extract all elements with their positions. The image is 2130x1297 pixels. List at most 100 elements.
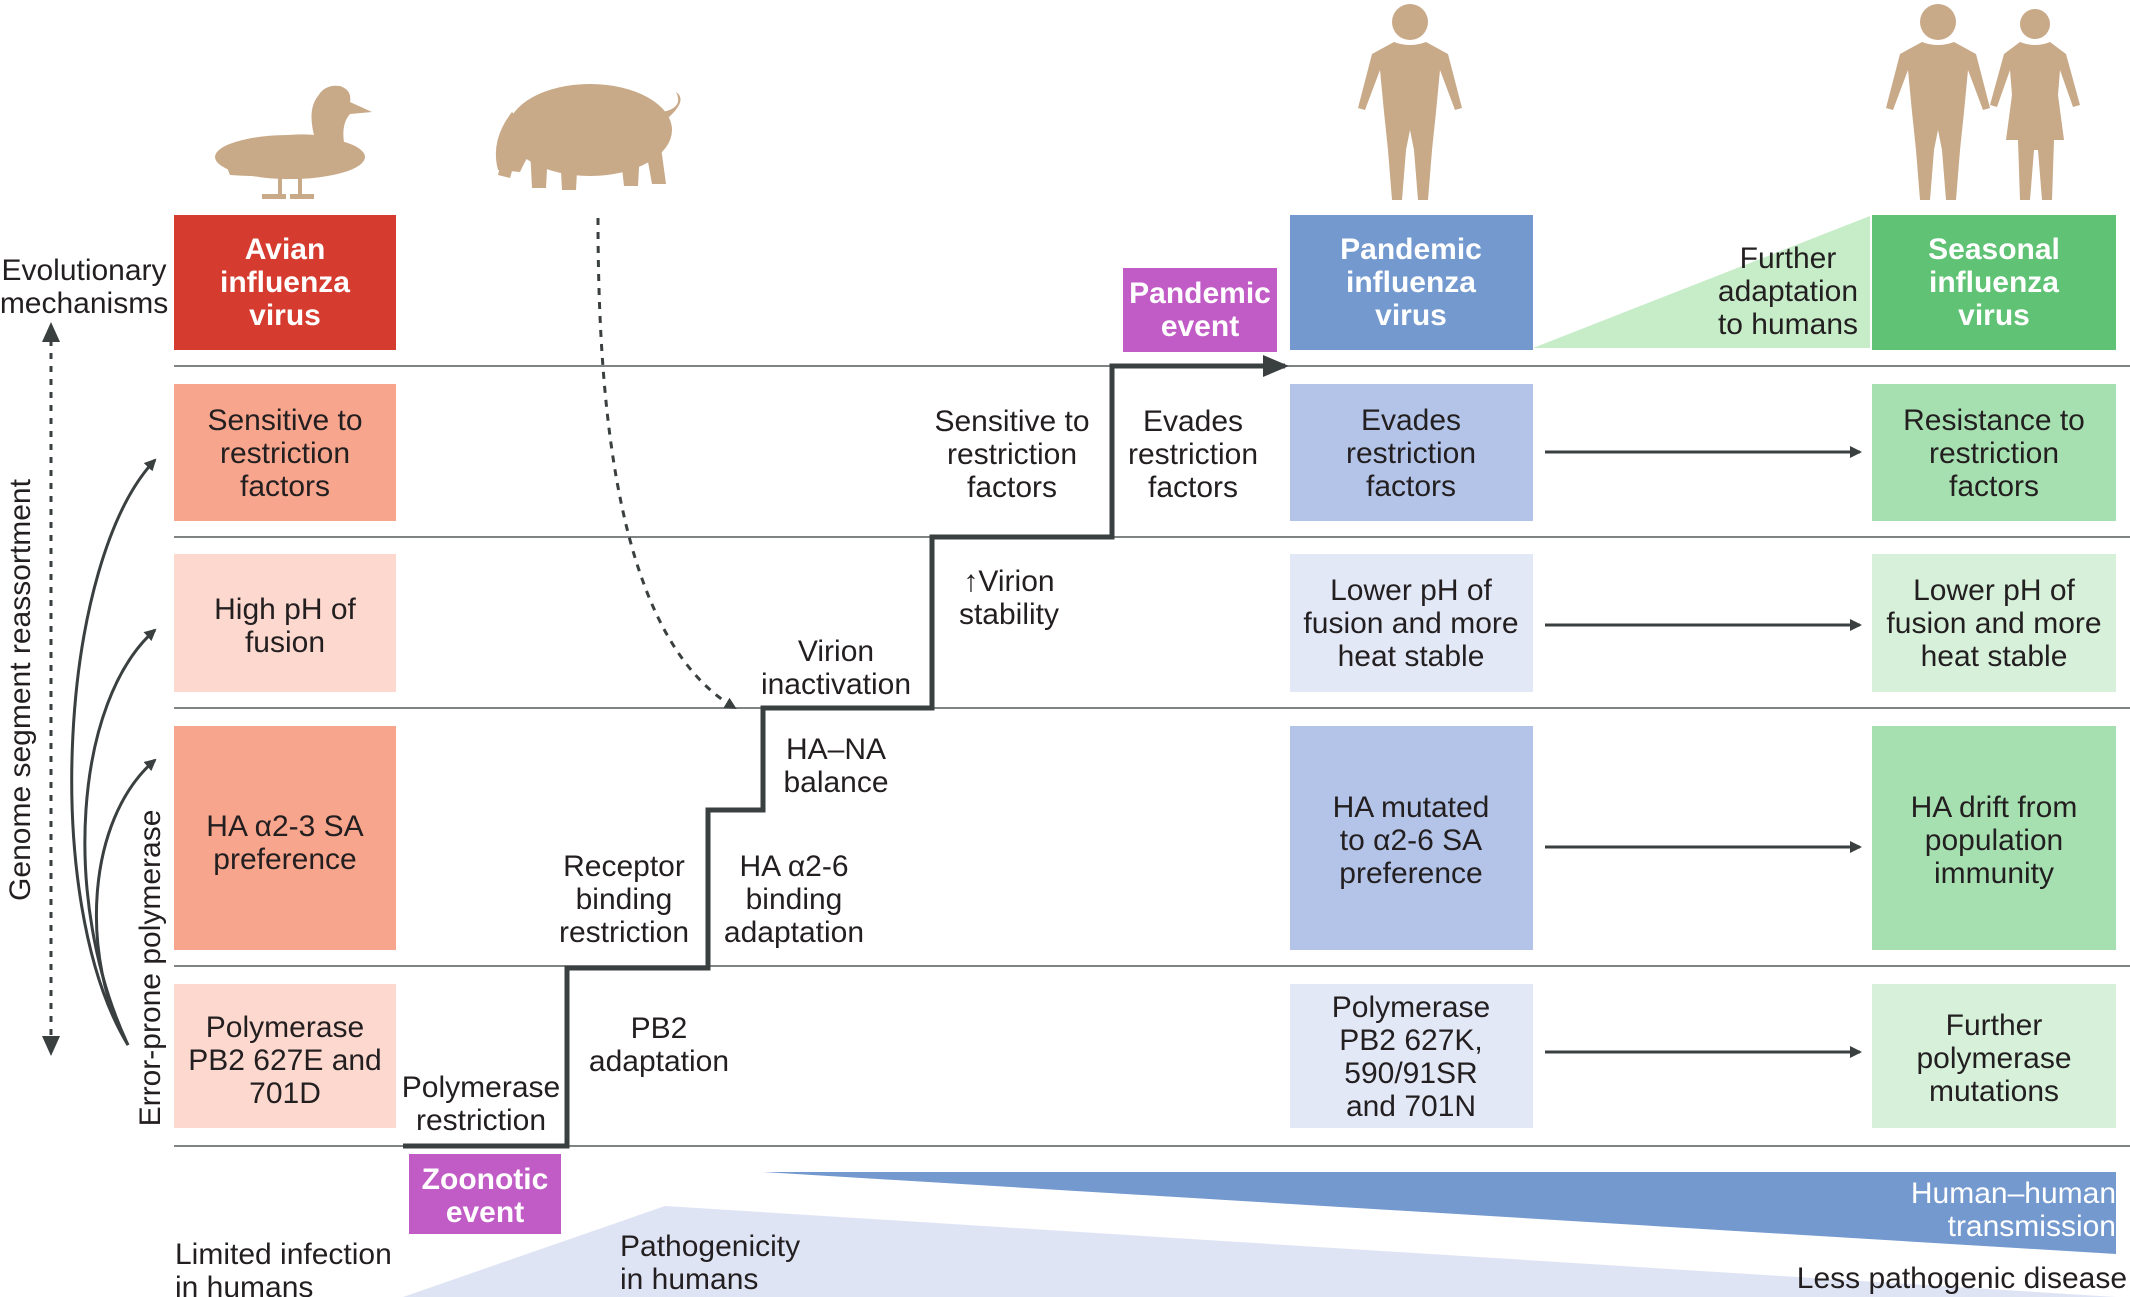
- text-line: factors: [1949, 470, 2039, 503]
- reassortment-arrow: [42, 322, 60, 1056]
- text-line: Human–human: [1911, 1177, 2116, 1210]
- text-line: inactivation: [761, 668, 911, 701]
- text-line: restriction: [1929, 437, 2059, 470]
- text-line: influenza: [220, 266, 350, 299]
- text-line: Evades: [1361, 404, 1461, 437]
- pandemic-restriction-text: Evades restriction factors: [1346, 404, 1476, 503]
- ha-binding-adaptation-step: HA α2-6 binding adaptation: [724, 850, 864, 949]
- text-line: stability: [959, 598, 1059, 631]
- pandemic-restriction-box: [1290, 384, 1533, 521]
- polymerase-axis-label: Error-prone polymerase: [134, 810, 167, 1127]
- seasonal-polymerase-box: [1872, 984, 2116, 1128]
- text-line: restriction: [947, 438, 1077, 471]
- text-line: preference: [1339, 857, 1482, 890]
- polymerase-restriction-step: Polymerase restriction: [402, 1071, 560, 1137]
- text-line: in humans: [175, 1271, 313, 1297]
- avian-polymerase-box: [174, 984, 396, 1128]
- seasonal-fusion-text: Lower pH of fusion and more heat stable: [1886, 574, 2101, 673]
- text-line: Resistance to: [1903, 404, 2085, 437]
- avian-virus-header: [174, 215, 396, 350]
- sensitive-restriction-step: Sensitive to restriction factors: [934, 405, 1089, 504]
- text-line: HA α2-6: [739, 850, 848, 883]
- text-line: balance: [783, 766, 888, 799]
- text-line: restriction: [1128, 438, 1258, 471]
- text-line: factors: [240, 470, 330, 503]
- text-line: HA mutated: [1333, 791, 1490, 824]
- zoonotic-event-badge: [409, 1154, 561, 1234]
- text-line: Lower pH of: [1330, 574, 1492, 607]
- text-line: Sensitive to: [207, 404, 362, 437]
- text-line: event: [1161, 310, 1239, 343]
- pandemic-polymerase-text: Polymerase PB2 627K, 590/91SR and 701N: [1332, 991, 1490, 1123]
- text-line: 590/91SR: [1344, 1057, 1477, 1090]
- text-line: restriction: [220, 437, 350, 470]
- text-line: Pandemic: [1340, 233, 1482, 266]
- avian-fusion-box: [174, 554, 396, 692]
- ha-na-balance-step: HA–NA balance: [783, 733, 888, 799]
- adaptation-staircase: [403, 355, 1289, 1149]
- seasonal-receptor-box: [1872, 726, 2116, 950]
- further-adaptation-wedge: [1533, 216, 1870, 348]
- text-line: immunity: [1934, 857, 2054, 890]
- pb2-adaptation-step: PB2 adaptation: [589, 1012, 729, 1078]
- text-line: PB2 627K,: [1339, 1024, 1482, 1057]
- text-line: restriction: [559, 916, 689, 949]
- evolutionary-mechanisms-label: Evolutionary mechanisms: [0, 254, 168, 320]
- text-line: to α2-6 SA: [1340, 824, 1482, 857]
- text-line: binding: [576, 883, 673, 916]
- text-line: Lower pH of: [1913, 574, 2075, 607]
- receptor-binding-restriction-step: Receptor binding restriction: [559, 850, 689, 949]
- text-line: heat stable: [1921, 640, 2068, 673]
- text-line: restriction: [1346, 437, 1476, 470]
- text-line: heat stable: [1338, 640, 1485, 673]
- pig-to-human-dashed-arrow: [596, 217, 737, 710]
- virion-inactivation-step: Virion inactivation: [761, 635, 911, 701]
- seasonal-restriction-box: [1872, 384, 2116, 521]
- text-line: virus: [1375, 299, 1447, 332]
- seasonal-virus-header: [1872, 215, 2116, 350]
- avian-fusion-text: High pH of fusion: [214, 593, 356, 659]
- progression-arrows: [1545, 446, 1862, 1058]
- text-line: Limited infection: [175, 1238, 392, 1271]
- text-line: Pathogenicity: [620, 1230, 800, 1263]
- text-line: PB2 627E and: [188, 1044, 382, 1077]
- text-line: population: [1925, 824, 2063, 857]
- less-pathogenic-text: Less pathogenic disease: [1797, 1262, 2127, 1295]
- text-line: Avian: [245, 233, 326, 266]
- text-line: factors: [1148, 471, 1238, 504]
- seasonal-header-text: Seasonal influenza virus: [1928, 233, 2060, 332]
- text-line: factors: [967, 471, 1057, 504]
- text-line: factors: [1366, 470, 1456, 503]
- text-line: Further: [1946, 1009, 2043, 1042]
- avian-polymerase-text: Polymerase PB2 627E and 701D: [188, 1011, 382, 1110]
- text-line: Evades: [1143, 405, 1243, 438]
- text-line: virus: [249, 299, 321, 332]
- avian-receptor-box: [174, 726, 396, 950]
- further-adaptation-text: Further adaptation to humans: [1718, 242, 1858, 341]
- text-line: ↑Virion: [963, 565, 1054, 598]
- text-line: Seasonal: [1928, 233, 2060, 266]
- pig-icon: [495, 84, 681, 190]
- text-line: Virion: [798, 635, 874, 668]
- text-line: HA–NA: [786, 733, 886, 766]
- text-line: adaptation: [589, 1045, 729, 1078]
- text-line: Pandemic: [1129, 277, 1271, 310]
- curved-arrow: [70, 458, 157, 1046]
- seasonal-receptor-text: HA drift from population immunity: [1911, 791, 2078, 890]
- pandemic-fusion-box: [1290, 554, 1533, 692]
- text-line: mutations: [1929, 1075, 2059, 1108]
- avian-header-text: Avian influenza virus: [220, 233, 350, 332]
- text-line: Receptor: [563, 850, 685, 883]
- text-line: polymerase: [1916, 1042, 2071, 1075]
- avian-restriction-text: Sensitive to restriction factors: [207, 404, 362, 503]
- text-line: restriction: [416, 1104, 546, 1137]
- text-line: PB2: [631, 1012, 688, 1045]
- text-line: and 701N: [1346, 1090, 1476, 1123]
- text-line: mechanisms: [0, 287, 168, 320]
- text-line: in humans: [620, 1263, 758, 1296]
- evades-restriction-step: Evades restriction factors: [1128, 405, 1258, 504]
- text-line: fusion: [245, 626, 325, 659]
- pandemic-event-text: Pandemic event: [1129, 277, 1271, 343]
- virion-stability-step: ↑Virion stability: [959, 565, 1059, 631]
- human-transmission-wedge: [763, 1172, 2116, 1254]
